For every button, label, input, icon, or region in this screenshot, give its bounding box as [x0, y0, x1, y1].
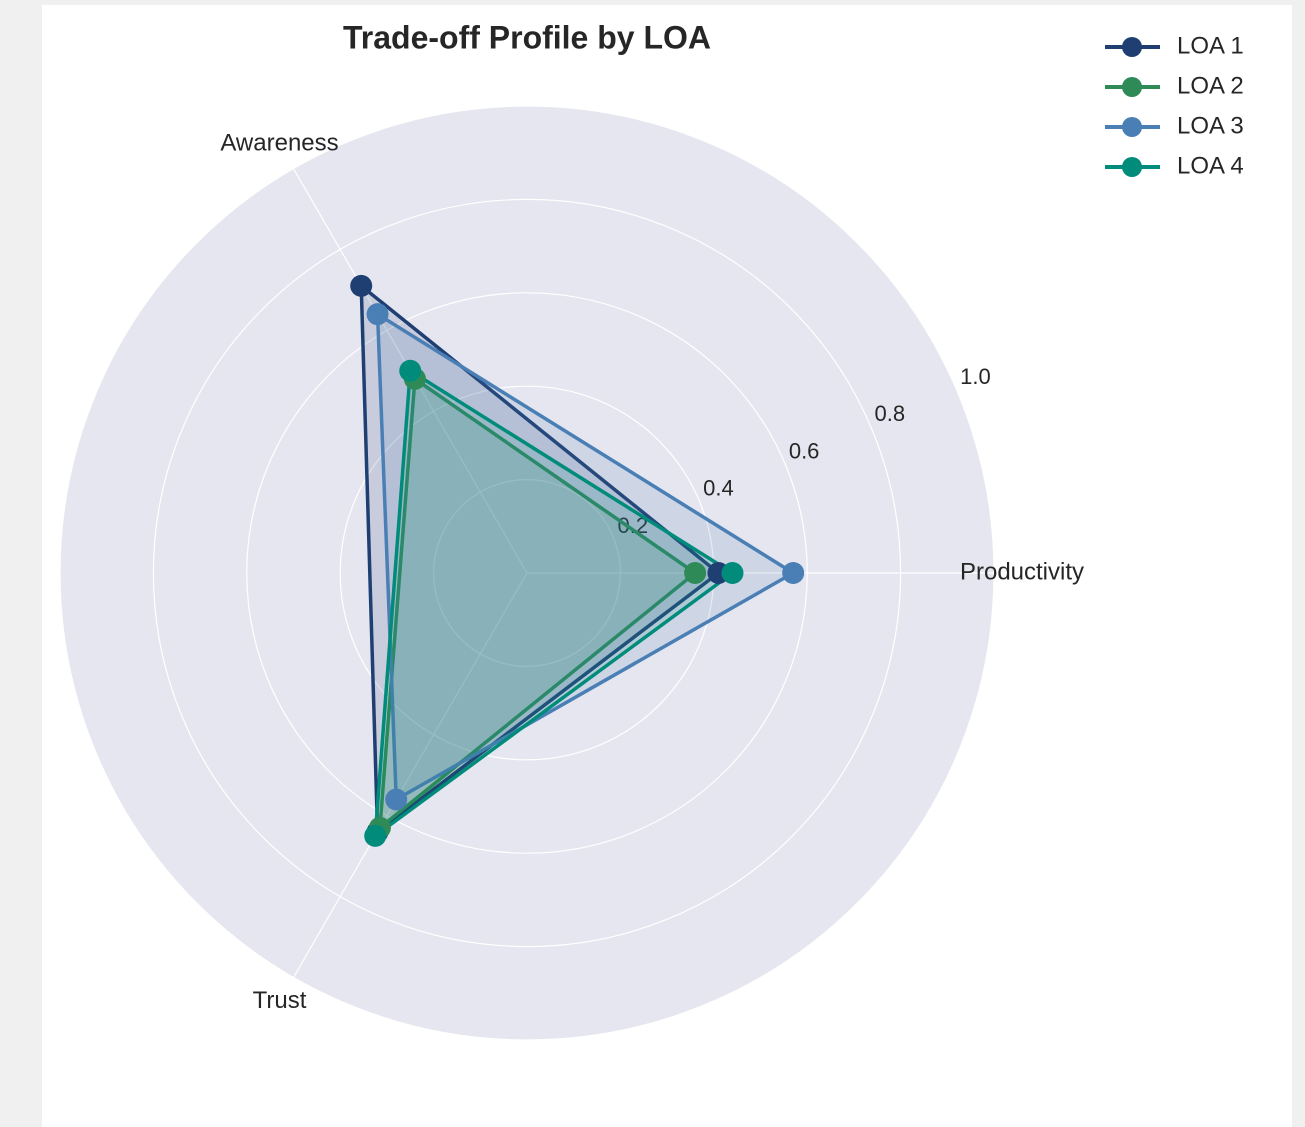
r-tick-label: 1.0 — [960, 364, 991, 389]
legend-marker — [1122, 157, 1142, 177]
axis-label: Awareness — [220, 130, 338, 157]
series-area — [359, 284, 721, 834]
axis-label: Trust — [253, 987, 307, 1014]
marker — [782, 562, 805, 584]
legend-label: LOA 4 — [1177, 152, 1244, 179]
legend-label: LOA 1 — [1177, 32, 1244, 59]
marker — [721, 562, 744, 584]
r-tick-label: 0.4 — [703, 476, 734, 501]
legend-marker — [1122, 37, 1142, 57]
marker — [399, 359, 422, 382]
spoke — [292, 572, 528, 978]
legend-label: LOA 3 — [1177, 112, 1244, 139]
marker — [385, 788, 408, 811]
marker — [350, 274, 373, 297]
chart-title: Trade-off Profile by LOA — [343, 19, 711, 55]
legend-label: LOA 2 — [1177, 72, 1244, 99]
r-tick-label: 0.8 — [874, 401, 905, 426]
series-area — [373, 369, 735, 838]
series-area — [375, 312, 795, 802]
legend-marker — [1122, 77, 1142, 97]
r-tick-label: 0.6 — [789, 438, 820, 463]
legend-marker — [1122, 117, 1142, 137]
marker — [684, 562, 707, 584]
axis-label: Productivity — [960, 558, 1084, 585]
marker — [366, 303, 389, 326]
series-area — [378, 377, 697, 830]
marker — [364, 824, 387, 847]
